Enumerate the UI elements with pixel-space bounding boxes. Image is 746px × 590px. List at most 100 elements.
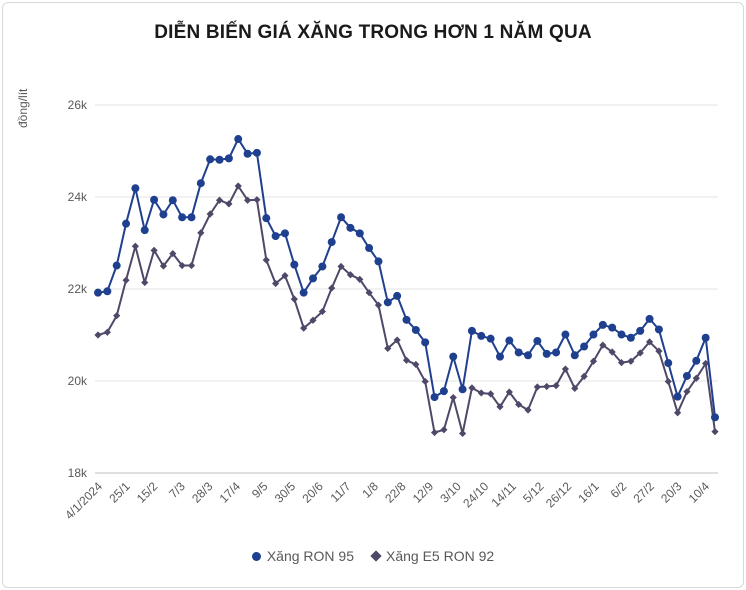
- data-point: [542, 349, 551, 358]
- data-point: [94, 331, 102, 339]
- data-point: [178, 261, 186, 270]
- data-point: [393, 291, 402, 300]
- circle-marker-icon: [251, 551, 261, 561]
- data-point: [197, 229, 205, 237]
- data-point: [346, 271, 355, 279]
- data-point: [374, 257, 383, 266]
- data-point: [243, 196, 252, 204]
- data-point: [122, 219, 131, 228]
- data-point: [234, 135, 243, 144]
- data-point: [281, 272, 289, 280]
- data-point: [580, 342, 589, 351]
- x-tick-label: 14/11: [488, 479, 519, 510]
- x-tick-label: 4/1/2024: [62, 479, 105, 522]
- x-tick-label: 7/3: [166, 479, 188, 501]
- data-point: [365, 244, 374, 253]
- data-point: [654, 325, 663, 334]
- data-point: [468, 384, 476, 392]
- data-point: [168, 196, 177, 205]
- data-point: [449, 393, 457, 402]
- data-point: [280, 229, 289, 238]
- y-tick-label: 24k: [68, 190, 88, 204]
- data-point: [598, 320, 607, 329]
- diamond-marker-icon: [370, 550, 382, 562]
- legend-label-e5ron92: Xăng E5 RON 92: [386, 548, 495, 564]
- y-tick-label: 18k: [68, 466, 88, 480]
- x-tick-label: 9/5: [249, 479, 271, 501]
- data-point: [122, 276, 130, 284]
- data-point: [449, 352, 458, 361]
- data-point: [430, 428, 439, 437]
- data-point: [467, 326, 476, 335]
- x-tick-label: 24/10: [460, 479, 491, 510]
- x-tick-label: 28/3: [189, 479, 216, 506]
- data-point: [589, 330, 598, 339]
- data-point: [365, 289, 373, 297]
- y-tick-label: 22k: [68, 282, 88, 296]
- data-point: [570, 351, 579, 360]
- data-point: [533, 336, 542, 345]
- data-point: [393, 336, 401, 344]
- data-point: [561, 330, 570, 339]
- x-tick-label: 11/7: [328, 479, 354, 505]
- data-point: [252, 148, 261, 157]
- data-point: [702, 359, 710, 368]
- x-tick-label: 30/5: [272, 479, 299, 506]
- data-point: [141, 278, 149, 287]
- data-point: [458, 429, 467, 438]
- data-point: [711, 428, 719, 436]
- data-point: [318, 262, 327, 271]
- data-point: [290, 260, 299, 269]
- x-tick-label: 20/6: [299, 479, 326, 506]
- data-point: [421, 338, 430, 347]
- data-point: [196, 179, 205, 188]
- data-point: [346, 223, 355, 232]
- y-tick-label: 20k: [68, 374, 88, 388]
- data-point: [496, 403, 504, 411]
- x-tick-label: 12/9: [410, 479, 437, 506]
- data-point: [514, 348, 523, 357]
- data-point: [655, 347, 663, 355]
- data-point: [225, 200, 233, 208]
- data-point: [543, 382, 551, 391]
- data-point: [664, 377, 672, 386]
- data-point: [645, 338, 654, 346]
- data-point: [626, 333, 635, 342]
- data-point: [271, 232, 280, 241]
- data-point: [533, 383, 541, 391]
- data-point: [515, 400, 523, 409]
- legend-item-ron95: Xăng RON 95: [251, 548, 354, 564]
- data-point: [692, 356, 701, 365]
- data-point: [495, 352, 504, 361]
- x-tick-label: 16/1: [575, 479, 602, 506]
- data-point: [94, 288, 102, 297]
- data-point: [608, 323, 617, 332]
- x-tick-label: 22/8: [382, 479, 409, 506]
- data-point: [383, 298, 392, 307]
- x-tick-label: 6/2: [608, 479, 630, 501]
- data-point: [262, 214, 271, 223]
- data-point: [356, 275, 364, 283]
- legend-label-ron95: Xăng RON 95: [266, 548, 354, 564]
- data-point: [215, 196, 224, 204]
- data-point: [552, 348, 561, 357]
- legend-item-e5ron92: Xăng E5 RON 92: [370, 548, 495, 564]
- data-point: [412, 360, 420, 369]
- x-tick-label: 15/2: [134, 479, 161, 506]
- x-tick-label: 3/10: [437, 479, 464, 506]
- data-point: [402, 356, 411, 364]
- data-point: [131, 242, 139, 250]
- data-point: [224, 154, 233, 163]
- data-point: [683, 387, 691, 396]
- x-tick-label: 26/12: [543, 479, 574, 510]
- data-point: [328, 284, 336, 292]
- data-point: [430, 393, 439, 402]
- x-tick-label: 27/2: [631, 479, 658, 506]
- data-point: [674, 409, 682, 417]
- x-tick-label: 17/4: [217, 479, 244, 506]
- data-point: [552, 382, 560, 390]
- data-point: [402, 315, 411, 324]
- x-tick-label: 20/3: [658, 479, 685, 506]
